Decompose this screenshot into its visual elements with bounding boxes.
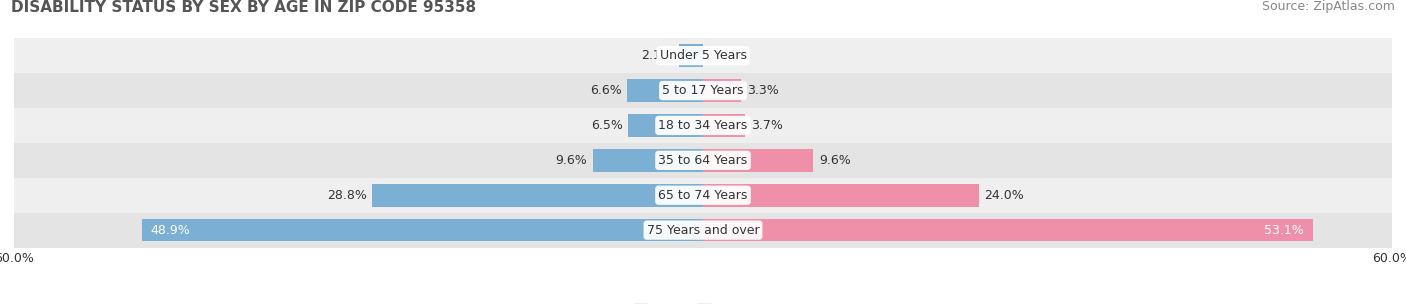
Text: 3.3%: 3.3% <box>747 84 779 97</box>
Legend: Male, Female: Male, Female <box>628 298 778 304</box>
Bar <box>703 219 1313 241</box>
Text: 9.6%: 9.6% <box>818 154 851 167</box>
Text: 65 to 74 Years: 65 to 74 Years <box>658 189 748 202</box>
Text: 3.7%: 3.7% <box>751 119 783 132</box>
Bar <box>142 219 703 241</box>
Bar <box>14 108 1392 143</box>
Bar <box>373 184 703 206</box>
Text: 35 to 64 Years: 35 to 64 Years <box>658 154 748 167</box>
Text: 6.5%: 6.5% <box>591 119 623 132</box>
Bar <box>14 143 1392 178</box>
Bar <box>703 114 745 137</box>
Text: 2.1%: 2.1% <box>641 49 673 62</box>
Text: Under 5 Years: Under 5 Years <box>659 49 747 62</box>
Text: Source: ZipAtlas.com: Source: ZipAtlas.com <box>1261 0 1395 13</box>
Bar <box>628 114 703 137</box>
Text: 0.0%: 0.0% <box>709 49 741 62</box>
Bar <box>593 149 703 172</box>
Text: 75 Years and over: 75 Years and over <box>647 224 759 237</box>
Text: 48.9%: 48.9% <box>150 224 190 237</box>
Text: 9.6%: 9.6% <box>555 154 588 167</box>
Bar <box>679 44 703 67</box>
Bar <box>14 73 1392 108</box>
Text: 53.1%: 53.1% <box>1264 224 1303 237</box>
Text: 18 to 34 Years: 18 to 34 Years <box>658 119 748 132</box>
Bar <box>627 79 703 102</box>
Bar <box>14 38 1392 73</box>
Text: 6.6%: 6.6% <box>589 84 621 97</box>
Text: DISABILITY STATUS BY SEX BY AGE IN ZIP CODE 95358: DISABILITY STATUS BY SEX BY AGE IN ZIP C… <box>11 0 477 15</box>
Bar <box>703 184 979 206</box>
Bar <box>14 213 1392 247</box>
Bar <box>14 178 1392 213</box>
Text: 5 to 17 Years: 5 to 17 Years <box>662 84 744 97</box>
Bar <box>703 79 741 102</box>
Text: 28.8%: 28.8% <box>326 189 367 202</box>
Text: 24.0%: 24.0% <box>984 189 1024 202</box>
Bar <box>703 149 813 172</box>
